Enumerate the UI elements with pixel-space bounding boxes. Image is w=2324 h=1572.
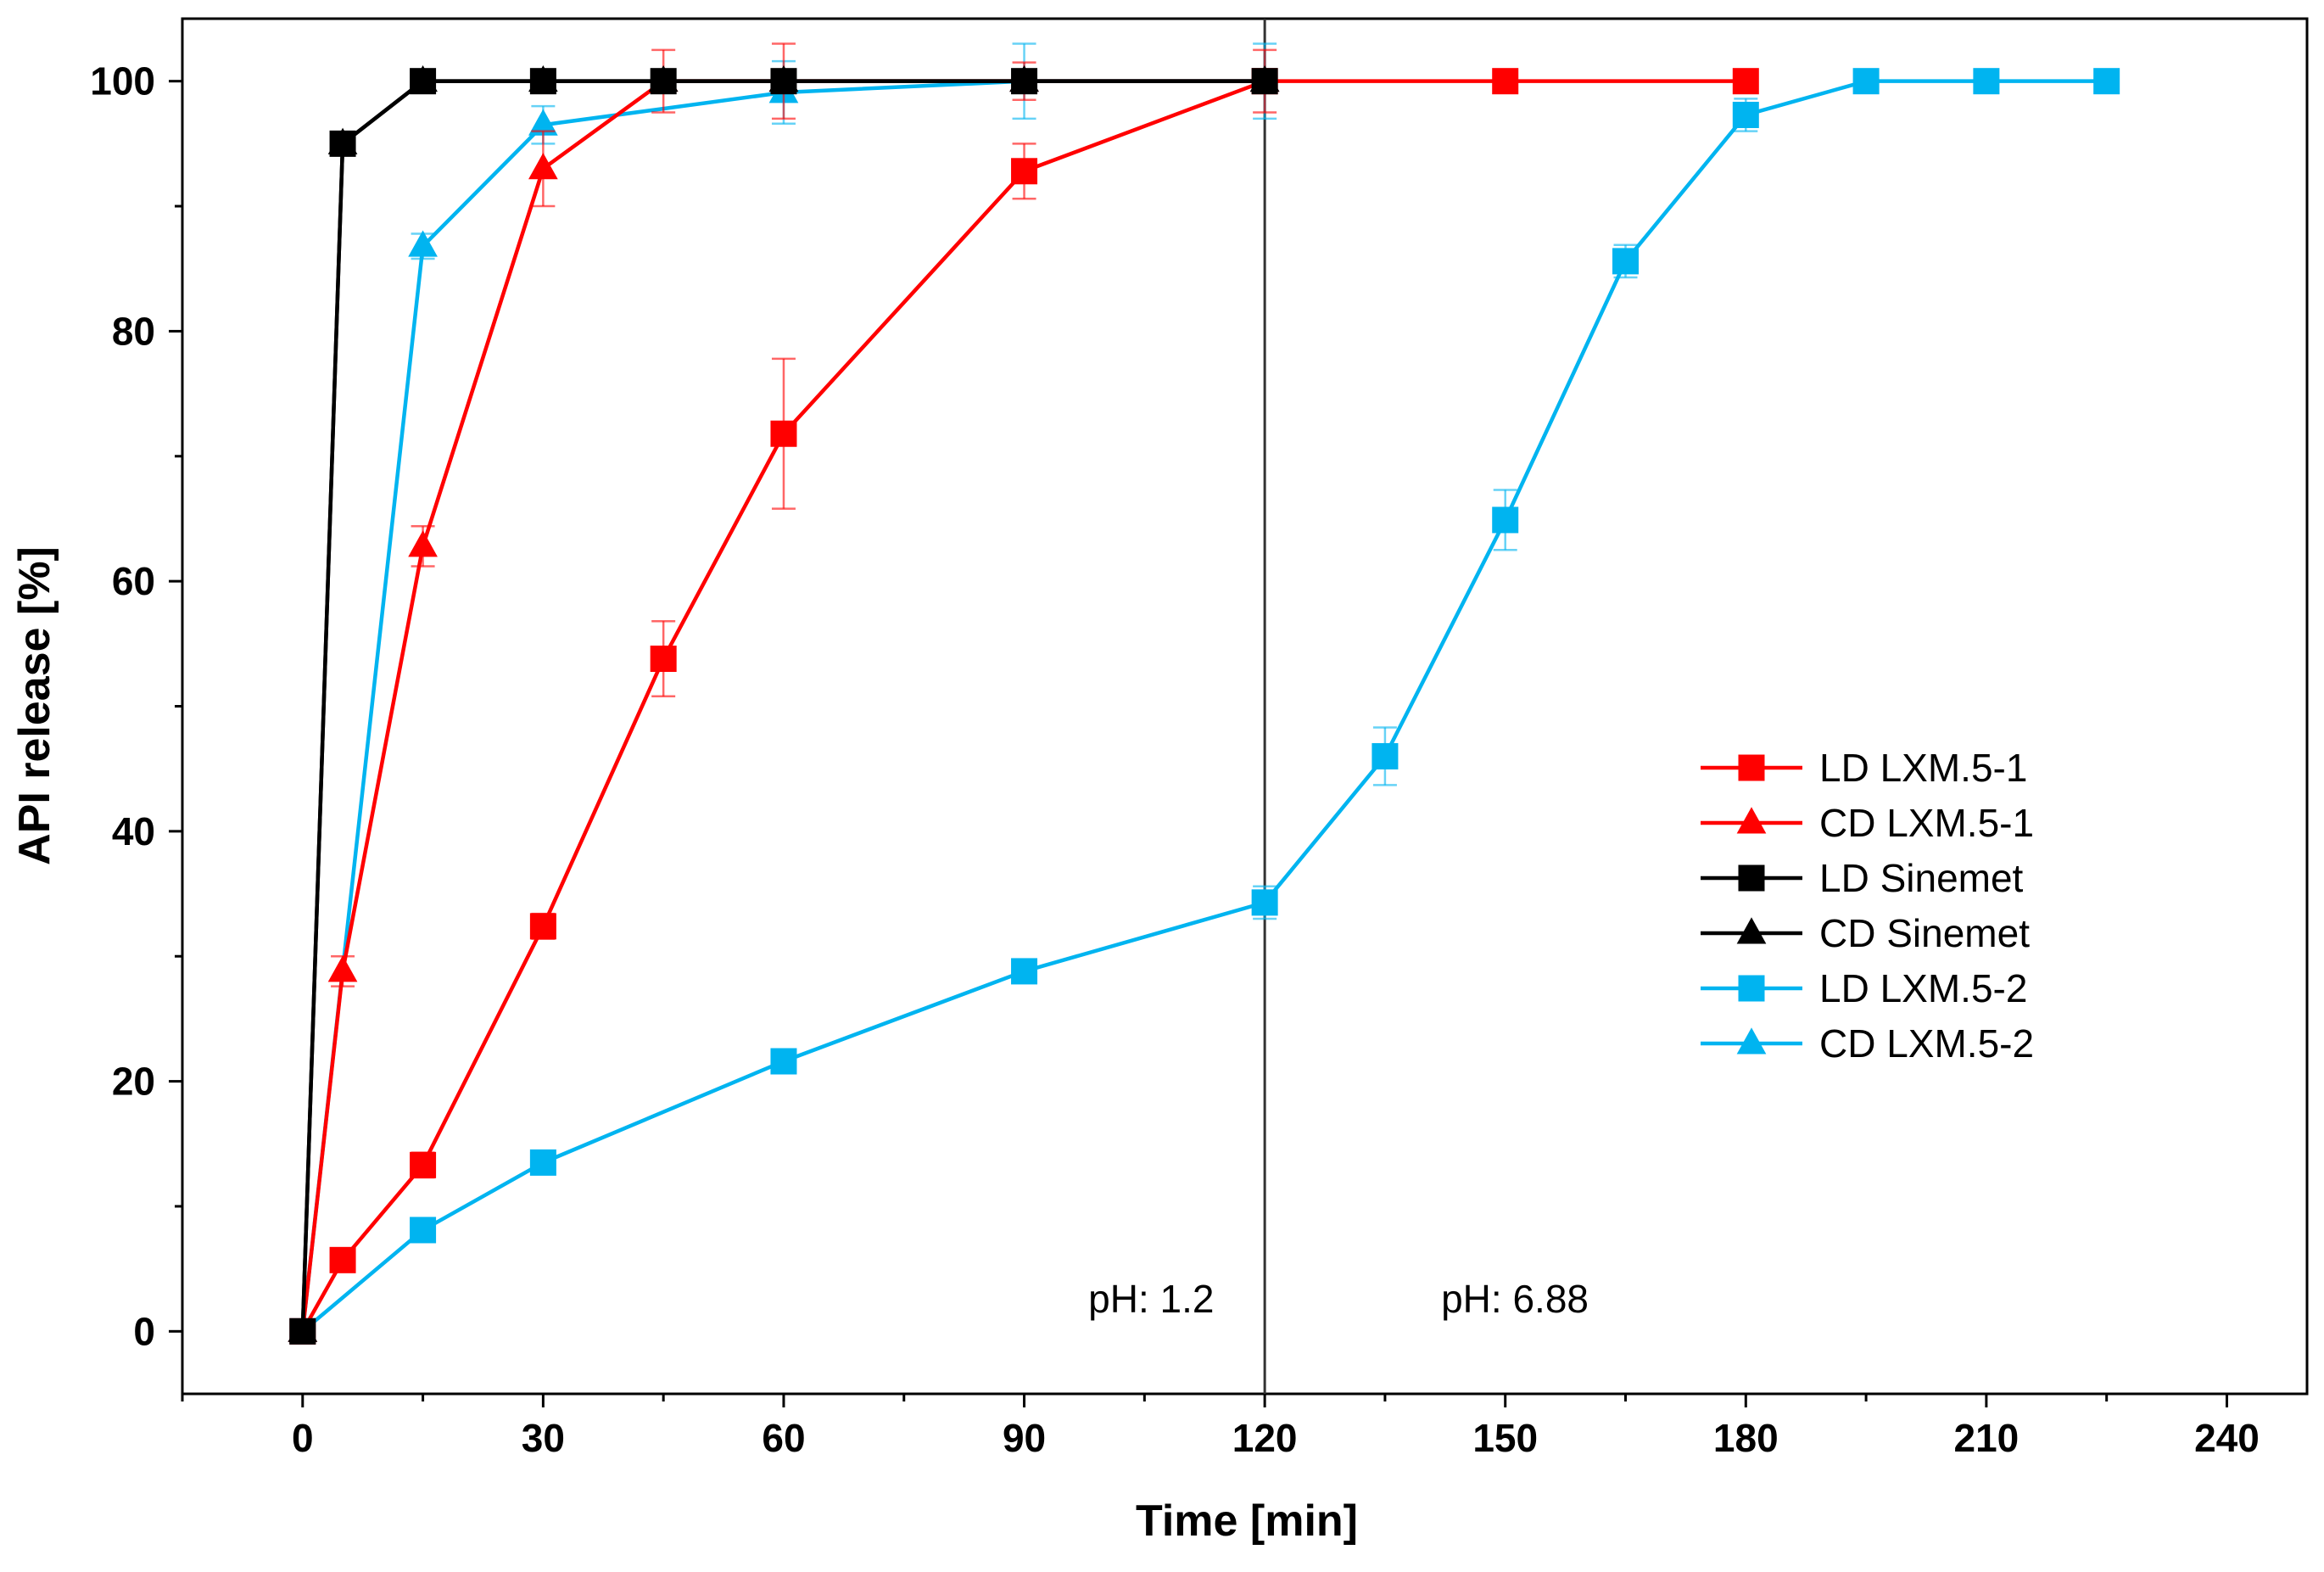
data-point <box>770 1048 797 1075</box>
series-line <box>300 79 1265 1332</box>
data-point <box>529 913 556 940</box>
legend-item: LD Sinemet <box>1701 856 2024 900</box>
data-point <box>1732 68 1759 95</box>
legend-item: LD LXM.5-1 <box>1701 746 2027 790</box>
data-point <box>768 64 799 92</box>
data-point <box>1852 68 1880 95</box>
data-point <box>1011 958 1038 985</box>
data-point <box>528 153 558 180</box>
data-point <box>408 64 438 92</box>
data-point <box>1612 248 1640 275</box>
data-point <box>528 64 558 92</box>
data-point <box>650 646 677 673</box>
data-point <box>648 64 679 92</box>
y-tick-label: 80 <box>112 309 155 353</box>
data-point <box>1492 506 1519 534</box>
data-point <box>327 955 358 982</box>
data-point <box>327 127 358 154</box>
series-line <box>301 79 2107 1334</box>
y-tick-label: 100 <box>90 59 155 103</box>
legend-marker <box>1736 807 1767 834</box>
x-tick-label: 60 <box>762 1416 805 1460</box>
data-point <box>288 1315 318 1342</box>
y-tick-label: 0 <box>133 1309 155 1353</box>
data-point <box>410 1151 437 1178</box>
y-tick-label: 20 <box>112 1060 155 1104</box>
data-point <box>1011 158 1038 185</box>
data-point <box>1732 101 1759 128</box>
series-ld-sinemet <box>289 68 1278 1345</box>
data-point <box>410 1217 437 1244</box>
legend-marker <box>1736 1027 1767 1055</box>
y-tick-label: 60 <box>112 559 155 603</box>
legend-marker <box>1736 917 1767 944</box>
series-line <box>300 79 1746 1333</box>
series-line <box>300 79 1265 1332</box>
legend-label: CD LXM.5-2 <box>1819 1021 2034 1066</box>
legend-label: LD Sinemet <box>1819 856 2024 900</box>
y-tick-label: 40 <box>112 809 155 853</box>
y-axis-title: API release [%] <box>10 546 59 865</box>
x-tick-label: 240 <box>2194 1416 2260 1460</box>
series-line <box>300 79 1265 1332</box>
legend-label: CD Sinemet <box>1819 911 2030 955</box>
series-cd-lxm-5-2 <box>288 42 1280 1342</box>
x-tick-label: 90 <box>1003 1416 1046 1460</box>
x-tick-label: 0 <box>292 1416 314 1460</box>
data-point <box>770 420 797 447</box>
data-point <box>529 1149 556 1176</box>
series-ld-lxm-5-1 <box>289 68 1759 1345</box>
data-point <box>408 230 438 257</box>
data-point <box>1251 889 1278 916</box>
legend-item: CD LXM.5-1 <box>1701 801 2034 845</box>
series-line <box>300 79 1265 1332</box>
legend-item: LD LXM.5-2 <box>1701 966 2027 1010</box>
data-point <box>1371 742 1399 769</box>
ph-annotation: pH: 1.2 <box>1088 1277 1214 1321</box>
data-point <box>2093 68 2120 95</box>
data-point <box>408 530 438 557</box>
series-cd-sinemet <box>288 64 1280 1342</box>
legend-item: CD LXM.5-2 <box>1701 1021 2034 1066</box>
x-tick-label: 210 <box>1954 1416 2020 1460</box>
x-tick-label: 120 <box>1232 1416 1298 1460</box>
legend-marker <box>1738 975 1765 1002</box>
x-tick-label: 30 <box>522 1416 565 1460</box>
legend-item: CD Sinemet <box>1701 911 2030 955</box>
x-axis-title: Time [min] <box>1136 1496 1358 1546</box>
legend-label: LD LXM.5-2 <box>1819 966 2027 1010</box>
data-point <box>1492 68 1519 95</box>
legend-marker <box>1738 864 1765 892</box>
series-cd-lxm-5-1 <box>288 42 1280 1342</box>
legend-marker <box>1738 754 1765 781</box>
ph-annotation: pH: 6.88 <box>1441 1277 1589 1321</box>
legend-label: CD LXM.5-1 <box>1819 801 2034 845</box>
x-tick-label: 150 <box>1472 1416 1538 1460</box>
data-point <box>1973 68 2000 95</box>
x-tick-label: 180 <box>1713 1416 1779 1460</box>
series-ld-lxm-5-2 <box>289 68 2120 1345</box>
data-point <box>329 1246 356 1273</box>
data-point <box>1249 64 1280 92</box>
data-point <box>1009 64 1039 92</box>
legend-label: LD LXM.5-1 <box>1819 746 2027 790</box>
